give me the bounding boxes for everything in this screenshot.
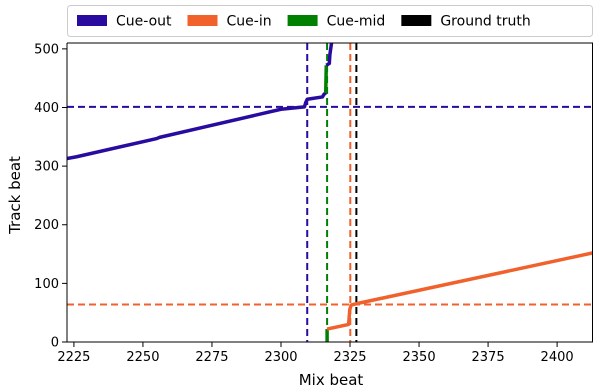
plot-area — [67, 43, 593, 342]
x-tick-label: 2275 — [195, 350, 228, 365]
x-tick-label: 2375 — [472, 350, 505, 365]
y-tick-label: 500 — [34, 42, 59, 57]
y-tick-label: 100 — [34, 277, 59, 292]
x-tick-label: 2400 — [541, 350, 574, 365]
series-line-cue-mid-1 — [323, 65, 329, 93]
series-line-cue-in-4 — [326, 251, 593, 331]
x-tick-label: 2325 — [333, 350, 366, 365]
series-layer — [67, 43, 593, 342]
y-tick-label: 0 — [51, 336, 59, 351]
y-tick-label: 300 — [34, 160, 59, 175]
legend-swatch-ground-truth — [401, 15, 432, 26]
legend-swatch-cue-mid — [287, 15, 318, 26]
legend-label-cue-mid: Cue-mid — [327, 14, 386, 30]
legend-label-cue-in: Cue-in — [227, 14, 272, 30]
legend-label-ground-truth: Ground truth — [440, 14, 530, 30]
series-line-cue-out-2 — [325, 43, 334, 67]
legend: Cue-out Cue-in Cue-mid Ground truth — [67, 5, 593, 37]
legend-swatch-cue-out — [77, 15, 107, 26]
x-tick-label: 2350 — [403, 350, 436, 365]
x-tick-label: 2250 — [126, 350, 159, 365]
y-tick-label: 200 — [34, 218, 59, 233]
legend-swatch-cue-in — [187, 15, 218, 26]
x-axis-label: Mix beat — [299, 371, 364, 388]
x-tick-label: 2225 — [57, 350, 90, 365]
x-tick-label: 2300 — [264, 350, 297, 365]
y-axis-label: Track beat — [6, 156, 24, 235]
legend-label-cue-out: Cue-out — [116, 14, 172, 30]
axes: 2225 2250 2275 2300 2325 2350 2375 2400 0 100 200 3… — [34, 42, 593, 365]
series-line-cue-out-0 — [67, 91, 327, 161]
y-tick-label: 400 — [34, 101, 59, 116]
reference-lines — [67, 43, 593, 342]
